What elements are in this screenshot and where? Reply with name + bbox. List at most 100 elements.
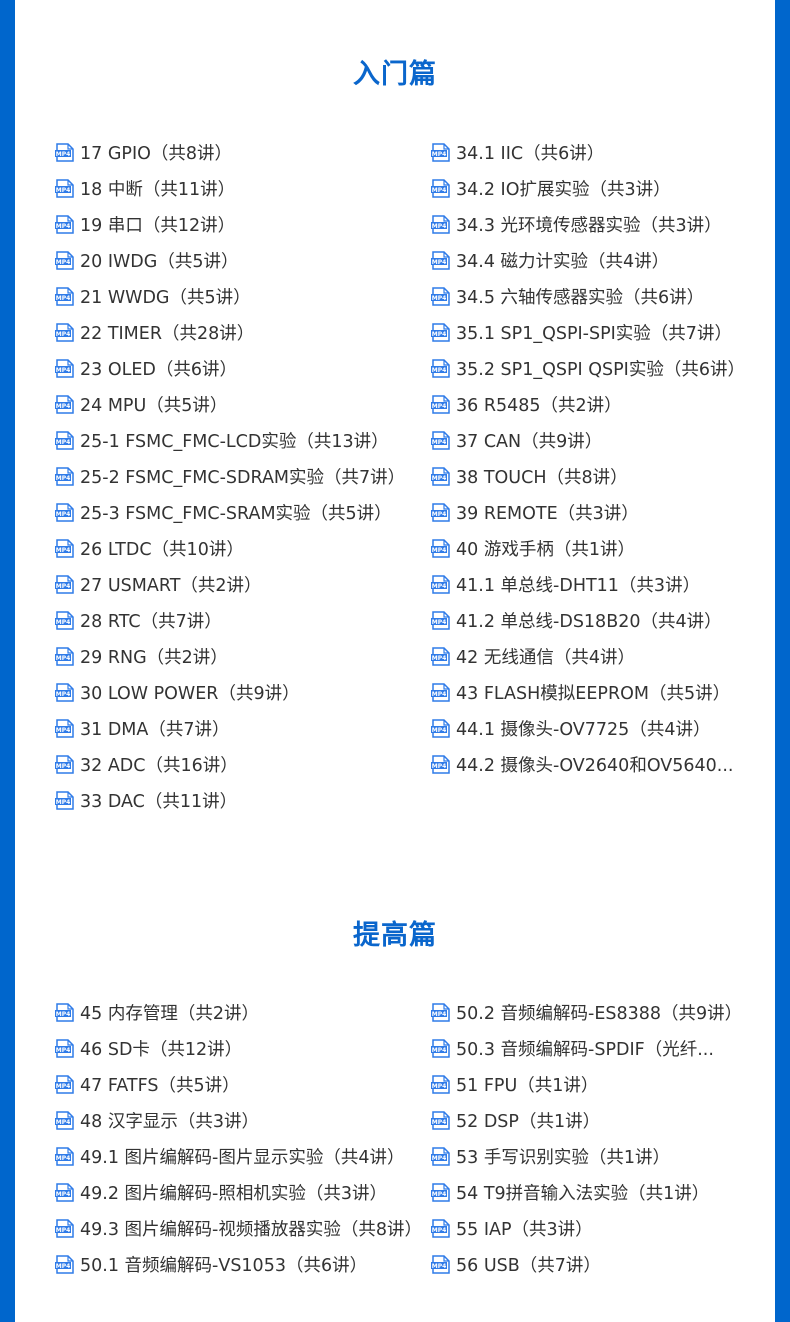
lecture-label: 34.2 IO扩展实验（共3讲） bbox=[456, 179, 671, 200]
lecture-item[interactable]: MP4 19 串口（共12讲） bbox=[55, 206, 405, 242]
left-border bbox=[0, 0, 15, 1322]
lecture-item[interactable]: MP4 38 TOUCH（共8讲） bbox=[431, 458, 745, 494]
svg-text:MP4: MP4 bbox=[432, 690, 447, 697]
lecture-item[interactable]: MP4 36 R5485（共2讲） bbox=[431, 386, 745, 422]
lecture-item[interactable]: MP4 30 LOW POWER（共9讲） bbox=[55, 674, 405, 710]
mp4-file-icon: MP4 bbox=[431, 1110, 451, 1130]
lecture-item[interactable]: MP4 54 T9拼音输入法实验（共1讲） bbox=[431, 1174, 742, 1210]
lecture-label: 50.1 音频编解码-VS1053（共6讲） bbox=[80, 1255, 368, 1276]
lecture-item[interactable]: MP4 40 游戏手柄（共1讲） bbox=[431, 530, 745, 566]
lecture-label: 38 TOUCH（共8讲） bbox=[456, 467, 628, 488]
lecture-label: 42 无线通信（共4讲） bbox=[456, 647, 635, 668]
lecture-item[interactable]: MP4 34.3 光环境传感器实验（共3讲） bbox=[431, 206, 745, 242]
lecture-label: 46 SD卡（共12讲） bbox=[80, 1039, 243, 1060]
lecture-item[interactable]: MP4 25-2 FSMC_FMC-SDRAM实验（共7讲） bbox=[55, 458, 405, 494]
lecture-item[interactable]: MP4 20 IWDG（共5讲） bbox=[55, 242, 405, 278]
lecture-item[interactable]: MP4 46 SD卡（共12讲） bbox=[55, 1030, 422, 1066]
svg-text:MP4: MP4 bbox=[432, 402, 447, 409]
lecture-item[interactable]: MP4 22 TIMER（共28讲） bbox=[55, 314, 405, 350]
svg-text:MP4: MP4 bbox=[432, 366, 447, 373]
lecture-item[interactable]: MP4 27 USMART（共2讲） bbox=[55, 566, 405, 602]
section-title-intro: 入门篇 bbox=[353, 59, 437, 90]
lecture-item[interactable]: MP4 24 MPU（共5讲） bbox=[55, 386, 405, 422]
lecture-label: 33 DAC（共11讲） bbox=[80, 791, 238, 812]
lecture-item[interactable]: MP4 52 DSP（共1讲） bbox=[431, 1102, 742, 1138]
svg-text:MP4: MP4 bbox=[432, 474, 447, 481]
lecture-item[interactable]: MP4 28 RTC（共7讲） bbox=[55, 602, 405, 638]
mp4-file-icon: MP4 bbox=[431, 286, 451, 306]
mp4-file-icon: MP4 bbox=[55, 538, 75, 558]
lecture-label: 39 REMOTE（共3讲） bbox=[456, 503, 639, 524]
svg-text:MP4: MP4 bbox=[432, 1154, 447, 1161]
lecture-item[interactable]: MP4 41.2 单总线-DS18B20（共4讲） bbox=[431, 602, 745, 638]
lecture-item[interactable]: MP4 31 DMA（共7讲） bbox=[55, 710, 405, 746]
lecture-item[interactable]: MP4 25-1 FSMC_FMC-LCD实验（共13讲） bbox=[55, 422, 405, 458]
lecture-item[interactable]: MP4 39 REMOTE（共3讲） bbox=[431, 494, 745, 530]
lecture-label: 48 汉字显示（共3讲） bbox=[80, 1111, 259, 1132]
lecture-item[interactable]: MP4 33 DAC（共11讲） bbox=[55, 782, 405, 818]
svg-text:MP4: MP4 bbox=[56, 1262, 71, 1269]
svg-text:MP4: MP4 bbox=[432, 1118, 447, 1125]
svg-text:MP4: MP4 bbox=[56, 762, 71, 769]
mp4-file-icon: MP4 bbox=[431, 682, 451, 702]
lecture-label: 49.1 图片编解码-图片显示实验（共4讲） bbox=[80, 1147, 405, 1168]
lecture-item[interactable]: MP4 35.2 SP1_QSPI QSPI实验（共6讲） bbox=[431, 350, 745, 386]
lecture-item[interactable]: MP4 44.2 摄像头-OV2640和OV5640... bbox=[431, 746, 745, 782]
lecture-item[interactable]: MP4 55 IAP（共3讲） bbox=[431, 1210, 742, 1246]
lecture-item[interactable]: MP4 53 手写识别实验（共1讲） bbox=[431, 1138, 742, 1174]
svg-text:MP4: MP4 bbox=[432, 510, 447, 517]
lecture-item[interactable]: MP4 29 RNG（共2讲） bbox=[55, 638, 405, 674]
lecture-item[interactable]: MP4 56 USB（共7讲） bbox=[431, 1246, 742, 1282]
mp4-file-icon: MP4 bbox=[55, 682, 75, 702]
lecture-item[interactable]: MP4 25-3 FSMC_FMC-SRAM实验（共5讲） bbox=[55, 494, 405, 530]
lecture-item[interactable]: MP4 50.2 音频编解码-ES8388（共9讲） bbox=[431, 994, 742, 1030]
lecture-item[interactable]: MP4 42 无线通信（共4讲） bbox=[431, 638, 745, 674]
lecture-item[interactable]: MP4 35.1 SP1_QSPI-SPI实验（共7讲） bbox=[431, 314, 745, 350]
mp4-file-icon: MP4 bbox=[431, 1218, 451, 1238]
lecture-item[interactable]: MP4 34.4 磁力计实验（共4讲） bbox=[431, 242, 745, 278]
lecture-item[interactable]: MP4 49.2 图片编解码-照相机实验（共3讲） bbox=[55, 1174, 422, 1210]
lecture-item[interactable]: MP4 49.1 图片编解码-图片显示实验（共4讲） bbox=[55, 1138, 422, 1174]
lecture-item[interactable]: MP4 18 中断（共11讲） bbox=[55, 170, 405, 206]
lecture-item[interactable]: MP4 41.1 单总线-DHT11（共3讲） bbox=[431, 566, 745, 602]
lecture-label: 54 T9拼音输入法实验（共1讲） bbox=[456, 1183, 710, 1204]
mp4-file-icon: MP4 bbox=[55, 754, 75, 774]
mp4-file-icon: MP4 bbox=[431, 142, 451, 162]
lecture-item[interactable]: MP4 44.1 摄像头-OV7725（共4讲） bbox=[431, 710, 745, 746]
svg-text:MP4: MP4 bbox=[432, 1046, 447, 1053]
svg-text:MP4: MP4 bbox=[56, 366, 71, 373]
mp4-file-icon: MP4 bbox=[431, 646, 451, 666]
section-title-advanced: 提高篇 bbox=[353, 920, 437, 951]
lecture-label: 40 游戏手柄（共1讲） bbox=[456, 539, 635, 560]
lecture-item[interactable]: MP4 49.3 图片编解码-视频播放器实验（共8讲） bbox=[55, 1210, 422, 1246]
lecture-item[interactable]: MP4 50.3 音频编解码-SPDIF（光纤... bbox=[431, 1030, 742, 1066]
lecture-item[interactable]: MP4 48 汉字显示（共3讲） bbox=[55, 1102, 422, 1138]
lecture-label: 41.1 单总线-DHT11（共3讲） bbox=[456, 575, 701, 596]
lecture-item[interactable]: MP4 37 CAN（共9讲） bbox=[431, 422, 745, 458]
lecture-item[interactable]: MP4 47 FATFS（共5讲） bbox=[55, 1066, 422, 1102]
lecture-label: 21 WWDG（共5讲） bbox=[80, 287, 251, 308]
mp4-file-icon: MP4 bbox=[55, 1002, 75, 1022]
lecture-item[interactable]: MP4 45 内存管理（共2讲） bbox=[55, 994, 422, 1030]
lecture-label: 50.3 音频编解码-SPDIF（光纤... bbox=[456, 1039, 714, 1060]
svg-text:MP4: MP4 bbox=[56, 1226, 71, 1233]
lecture-item[interactable]: MP4 34.1 IIC（共6讲） bbox=[431, 134, 745, 170]
lecture-item[interactable]: MP4 26 LTDC（共10讲） bbox=[55, 530, 405, 566]
mp4-file-icon: MP4 bbox=[55, 1146, 75, 1166]
lecture-item[interactable]: MP4 21 WWDG（共5讲） bbox=[55, 278, 405, 314]
lecture-item[interactable]: MP4 50.1 音频编解码-VS1053（共6讲） bbox=[55, 1246, 422, 1282]
intro-left-list: MP4 17 GPIO（共8讲） MP4 18 中断（共11讲） MP4 19 串口（共1… bbox=[55, 134, 405, 818]
lecture-label: 25-2 FSMC_FMC-SDRAM实验（共7讲） bbox=[80, 467, 406, 488]
lecture-item[interactable]: MP4 32 ADC（共16讲） bbox=[55, 746, 405, 782]
mp4-file-icon: MP4 bbox=[55, 1254, 75, 1274]
lecture-item[interactable]: MP4 34.5 六轴传感器实验（共6讲） bbox=[431, 278, 745, 314]
lecture-item[interactable]: MP4 43 FLASH模拟EEPROM（共5讲） bbox=[431, 674, 745, 710]
lecture-item[interactable]: MP4 23 OLED（共6讲） bbox=[55, 350, 405, 386]
lecture-item[interactable]: MP4 34.2 IO扩展实验（共3讲） bbox=[431, 170, 745, 206]
svg-text:MP4: MP4 bbox=[432, 726, 447, 733]
mp4-file-icon: MP4 bbox=[55, 502, 75, 522]
lecture-item[interactable]: MP4 51 FPU（共1讲） bbox=[431, 1066, 742, 1102]
lecture-item[interactable]: MP4 17 GPIO（共8讲） bbox=[55, 134, 405, 170]
lecture-label: 24 MPU（共5讲） bbox=[80, 395, 228, 416]
mp4-file-icon: MP4 bbox=[55, 394, 75, 414]
